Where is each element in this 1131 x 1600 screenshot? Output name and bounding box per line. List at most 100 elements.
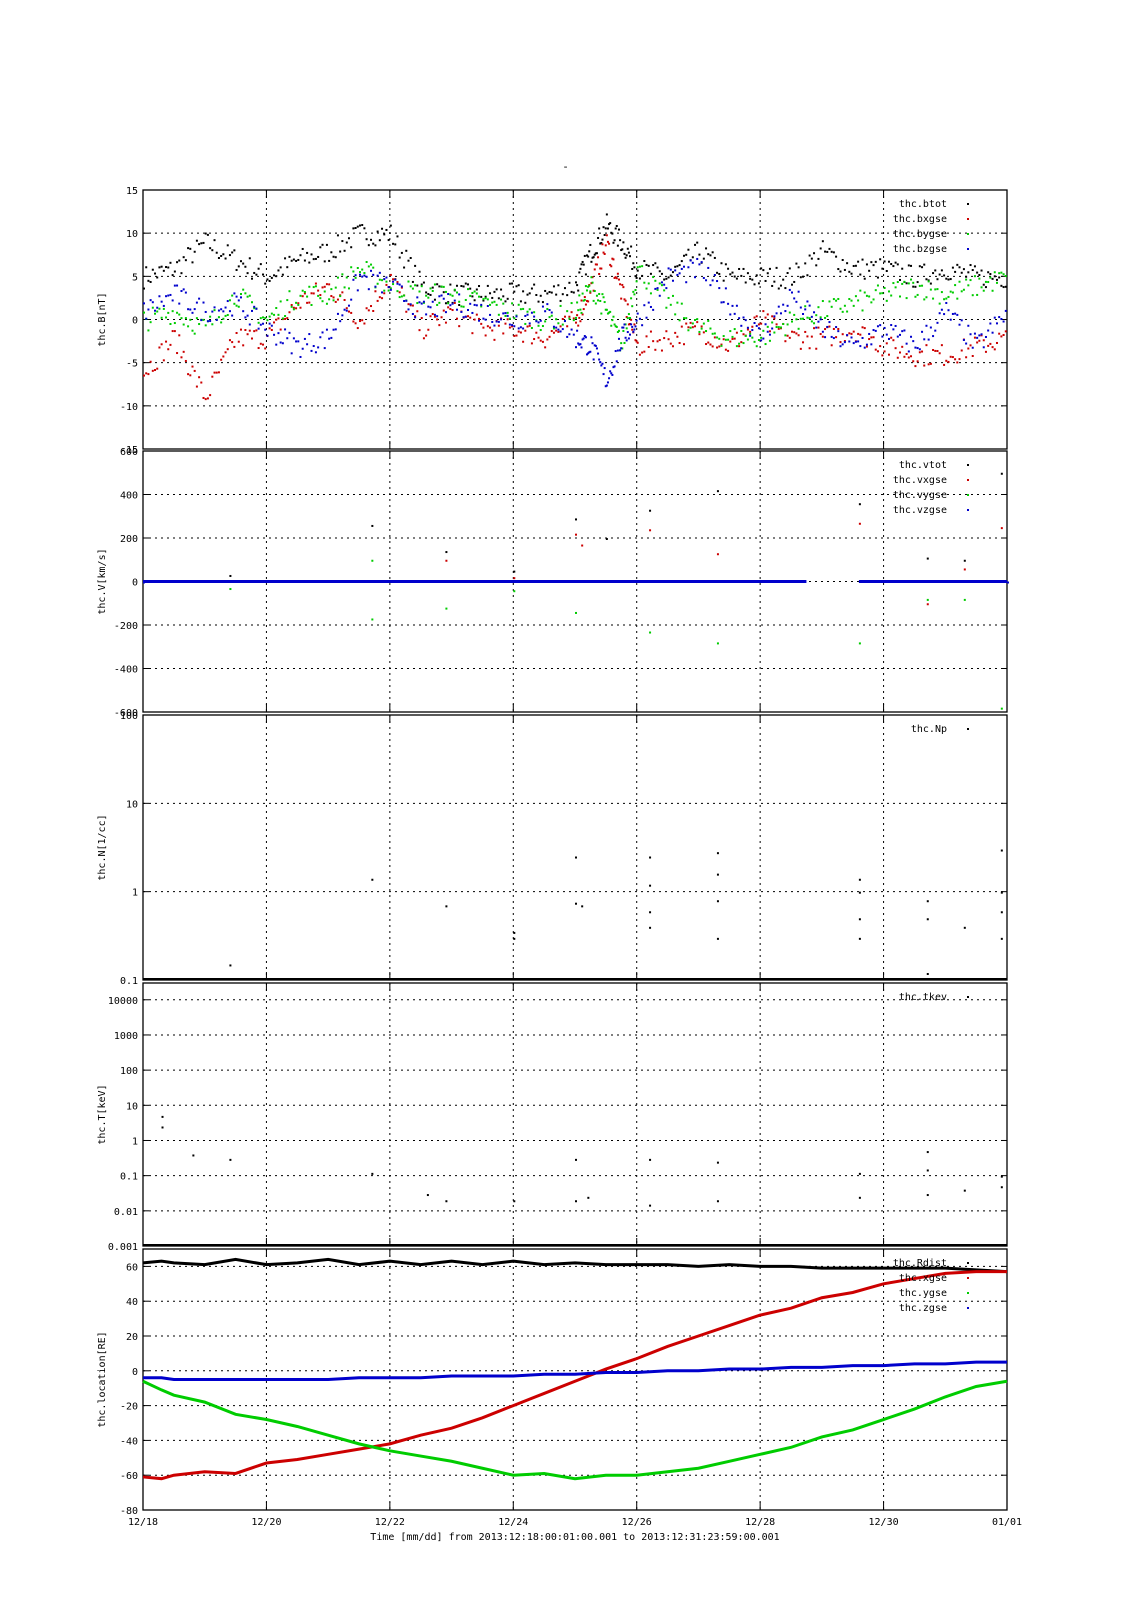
data-point-thc.bzgse <box>257 327 260 330</box>
data-point-thc.btot <box>187 247 190 250</box>
data-point-thc.bygse <box>442 285 445 288</box>
data-point-thc.bxgse <box>352 320 355 323</box>
data-point-thc.bygse <box>268 315 271 318</box>
data-point-thc.bxgse <box>965 356 968 359</box>
data-point-thc.btot <box>557 284 560 287</box>
data-point-thc.bxgse <box>493 338 496 341</box>
series-line-thc.ygse <box>142 1379 1008 1481</box>
data-point-thc.btot <box>578 271 581 274</box>
data-point-thc.bygse <box>566 310 569 313</box>
data-point-thc.bzgse <box>694 276 697 279</box>
data-point-thc.btot <box>160 265 163 268</box>
data-point-thc.bzgse <box>914 346 917 349</box>
data-point-thc.bygse <box>306 295 309 298</box>
data-point-thc.bzgse <box>804 308 807 311</box>
data-point-thc.Np <box>926 900 929 903</box>
data-point-thc.btot <box>341 240 344 243</box>
data-point-thc.bxgse <box>635 340 638 343</box>
data-point-thc.bxgse <box>956 361 959 364</box>
data-point-thc.bygse <box>579 308 582 311</box>
data-point-thc.bxgse <box>731 337 734 340</box>
data-point-thc.bygse <box>314 285 317 288</box>
data-point-thc.bzgse <box>905 342 908 345</box>
data-point-thc.bygse <box>548 316 551 319</box>
data-point-thc.btot <box>504 300 507 303</box>
data-point-thc.bxgse <box>727 349 730 352</box>
data-point-thc.tkev <box>926 1151 929 1154</box>
data-point-thc.bxgse <box>407 303 410 306</box>
data-point-thc.bzgse <box>943 313 946 316</box>
data-point-thc.bxgse <box>578 316 581 319</box>
data-point-thc.bygse <box>905 297 908 300</box>
data-point-thc.bxgse <box>773 317 776 320</box>
data-point-thc.bygse <box>797 327 800 330</box>
data-point-thc.bzgse <box>343 308 346 311</box>
data-point-thc.btot <box>868 269 871 272</box>
data-point-thc.btot <box>255 273 258 276</box>
data-point-thc.btot <box>279 266 282 269</box>
data-point-thc.vtot <box>371 524 374 527</box>
data-point-thc.bxgse <box>603 252 606 255</box>
data-point-thc.bxgse <box>885 342 888 345</box>
data-point-thc.bzgse <box>749 334 752 337</box>
data-point-thc.bzgse <box>308 333 311 336</box>
data-point-thc.bxgse <box>193 369 196 372</box>
data-point-thc.btot <box>1002 286 1005 289</box>
data-point-thc.bzgse <box>901 330 904 333</box>
data-point-thc.bygse <box>707 319 710 322</box>
data-point-thc.bxgse <box>154 369 157 372</box>
data-point-thc.bzgse <box>598 358 601 361</box>
data-point-thc.bygse <box>191 329 194 332</box>
data-point-thc.Np <box>858 918 861 921</box>
data-point-thc.bygse <box>290 305 293 308</box>
data-point-thc.btot <box>336 234 339 237</box>
data-point-thc.bxgse <box>478 317 481 320</box>
data-point-thc.btot <box>613 239 616 242</box>
data-point-thc.bxgse <box>601 243 604 246</box>
data-point-thc.btot <box>193 250 196 253</box>
data-point-thc.btot <box>887 260 890 263</box>
data-point-thc.bygse <box>852 304 855 307</box>
data-point-thc.btot <box>321 243 324 246</box>
data-point-thc.btot <box>870 261 873 264</box>
data-point-thc.btot <box>330 251 333 254</box>
data-point-thc.bzgse <box>211 310 214 313</box>
data-point-thc.bxgse <box>392 278 395 281</box>
data-point-thc.bzgse <box>925 324 928 327</box>
data-point-thc.btot <box>582 263 585 266</box>
data-point-thc.btot <box>528 292 531 295</box>
data-point-thc.bygse <box>973 275 976 278</box>
data-point-thc.bxgse <box>405 310 408 313</box>
data-point-thc.bxgse <box>674 331 677 334</box>
data-point-thc.bzgse <box>663 283 666 286</box>
data-point-thc.bxgse <box>528 324 531 327</box>
data-point-thc.bygse <box>625 327 628 330</box>
data-point-thc.bzgse <box>826 325 829 328</box>
data-point-thc.bzgse <box>576 329 579 332</box>
data-point-thc.bzgse <box>751 329 754 332</box>
data-point-thc.bxgse <box>310 292 313 295</box>
data-point-thc.bxgse <box>508 326 511 329</box>
data-point-thc.bxgse <box>178 334 181 337</box>
data-point-thc.btot <box>685 253 688 256</box>
data-point-thc.bygse <box>606 312 609 315</box>
data-point-thc.btot <box>489 292 492 295</box>
data-point-thc.bzgse <box>848 340 851 343</box>
data-point-thc.bzgse <box>724 287 727 290</box>
data-point-thc.bygse <box>863 291 866 294</box>
data-point-thc.bxgse <box>753 316 756 319</box>
data-point-thc.bygse <box>195 317 198 320</box>
data-point-thc.btot <box>566 294 569 297</box>
data-point-thc.bxgse <box>409 304 412 307</box>
data-point-thc.btot <box>158 266 161 269</box>
data-point-thc.bzgse <box>301 347 304 350</box>
data-point-thc.bxgse <box>907 356 910 359</box>
data-point-thc.bzgse <box>228 310 231 313</box>
data-point-thc.bzgse <box>876 325 879 328</box>
data-point-thc.bzgse <box>600 364 603 367</box>
data-point-thc.bygse <box>162 307 165 310</box>
data-point-thc.bxgse <box>187 373 190 376</box>
data-point-thc.bzgse <box>149 299 152 302</box>
data-point-thc.btot <box>359 224 361 227</box>
data-point-thc.bxgse <box>431 313 434 316</box>
